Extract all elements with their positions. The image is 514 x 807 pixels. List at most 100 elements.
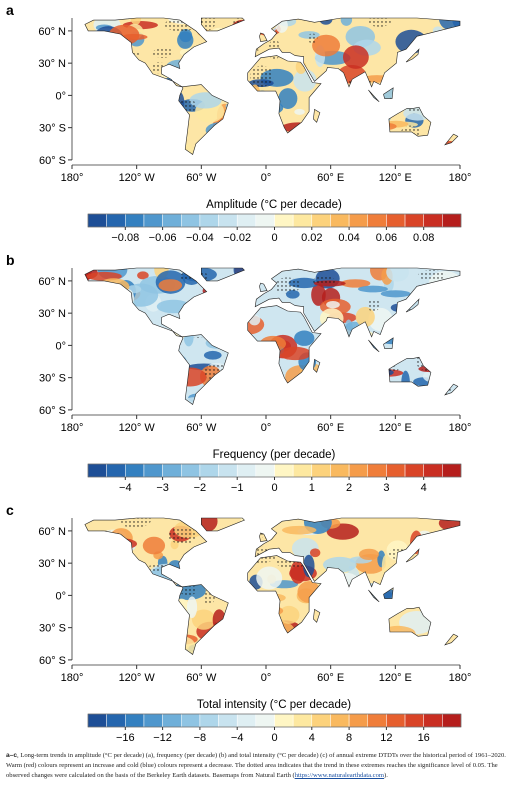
map-blob	[369, 122, 397, 131]
colorbar-swatch	[330, 463, 350, 478]
stipple	[110, 50, 141, 59]
map-blob	[366, 641, 400, 655]
colorbar-tick-label: 12	[380, 732, 392, 744]
colorbar-tick-label: −12	[153, 732, 172, 744]
x-tick-label: 120° W	[119, 422, 156, 434]
map-blob	[238, 523, 263, 532]
x-tick-label: 180°	[449, 672, 472, 684]
map-blob	[158, 279, 183, 292]
map-blob	[355, 609, 367, 622]
map-blob	[222, 627, 244, 643]
map-blob	[259, 647, 276, 655]
map-blob	[85, 620, 95, 632]
map-blob	[216, 542, 229, 559]
y-tick-label: 60° S	[39, 155, 66, 167]
y-tick-label: 30° S	[39, 373, 66, 385]
stipple	[342, 589, 355, 608]
map-blob	[222, 585, 236, 603]
stipple	[367, 18, 391, 27]
stipple	[262, 369, 276, 390]
colorbar-title: Amplitude (°C per decade)	[206, 199, 342, 211]
map-blob	[110, 594, 131, 611]
caption: a–c, Long-term trends in amplitude (°C p…	[6, 751, 506, 781]
x-tick-label: 120° E	[379, 422, 412, 434]
map-blob	[92, 49, 120, 73]
map-blob	[157, 375, 176, 390]
map-blob	[84, 295, 98, 319]
stipple	[166, 397, 181, 405]
map-blob	[362, 75, 392, 83]
map-blob	[126, 381, 154, 402]
map-blob	[232, 398, 261, 405]
map-blob	[197, 518, 218, 532]
map-blob	[309, 548, 321, 558]
map-blob	[101, 567, 110, 575]
map-blob	[103, 72, 123, 79]
map-blob	[113, 290, 123, 300]
map-blob	[403, 581, 426, 596]
map-blob	[239, 134, 262, 148]
map-blob	[177, 31, 194, 49]
panel-label: b	[6, 252, 15, 268]
colorbar-tick-label: 4	[309, 732, 315, 744]
map-blob	[194, 70, 227, 81]
stipple	[434, 119, 448, 131]
map-blob	[253, 374, 265, 394]
colorbar-tick-label: −16	[116, 732, 135, 744]
map-blob	[406, 90, 437, 103]
map-blob	[134, 644, 155, 655]
stipple	[193, 647, 231, 655]
map-blob	[366, 151, 389, 155]
map-panel: c 60° N 30° N 0° 30° S 60° S 180° 120° W 60° W 0°…	[6, 502, 471, 744]
coastline	[84, 517, 461, 655]
stipple	[166, 149, 189, 155]
colorbar-swatch	[367, 463, 387, 478]
stipple	[116, 389, 153, 405]
map-blob	[282, 525, 317, 535]
x-tick-label: 120° W	[119, 672, 156, 684]
stipple	[84, 573, 92, 592]
map-blob	[389, 76, 406, 88]
colorbar-tick-label: −2	[194, 482, 207, 494]
map-blob	[193, 58, 224, 76]
colorbar-swatch	[311, 463, 331, 478]
map-blob	[395, 29, 428, 54]
map-blob	[418, 35, 441, 49]
stipple	[367, 298, 380, 312]
colorbar-swatch	[404, 213, 424, 228]
map-blob	[84, 112, 108, 135]
map-blob	[84, 331, 86, 341]
caption-link[interactable]: https://www.naturalearthdata.com	[294, 772, 385, 779]
colorbar-swatch	[330, 213, 350, 228]
stipple	[164, 18, 197, 32]
map-blob	[84, 563, 88, 587]
map-blob	[402, 78, 428, 92]
map-blob	[112, 127, 129, 134]
stipple	[418, 269, 446, 281]
stipple	[225, 90, 243, 100]
map-blob	[142, 99, 160, 113]
map-panel: a 60° N 30° N 0° 30° S 60° S 180° 120° W 60° W 0°…	[6, 2, 471, 244]
map-blob	[105, 328, 128, 347]
stipple	[315, 143, 328, 155]
colorbar-swatch	[386, 713, 406, 728]
map-blob	[278, 605, 300, 624]
y-tick-label: 30° N	[38, 558, 66, 570]
map-blob	[366, 114, 391, 123]
map-blob	[137, 271, 149, 280]
map-blob	[406, 342, 416, 356]
map-blob	[296, 390, 322, 405]
x-tick-label: 120° W	[119, 172, 156, 184]
map-blob	[223, 301, 246, 324]
caption-lead: a–c	[6, 752, 18, 759]
y-tick-label: 0°	[55, 590, 66, 602]
map-blob	[438, 518, 461, 532]
stipple	[306, 33, 318, 43]
map-blob	[432, 292, 445, 310]
map-blob	[293, 69, 317, 92]
map-blob	[419, 558, 429, 581]
map-blob	[246, 379, 256, 391]
map-blob	[377, 333, 411, 345]
map-blob	[329, 345, 348, 369]
map-blob	[338, 148, 356, 155]
